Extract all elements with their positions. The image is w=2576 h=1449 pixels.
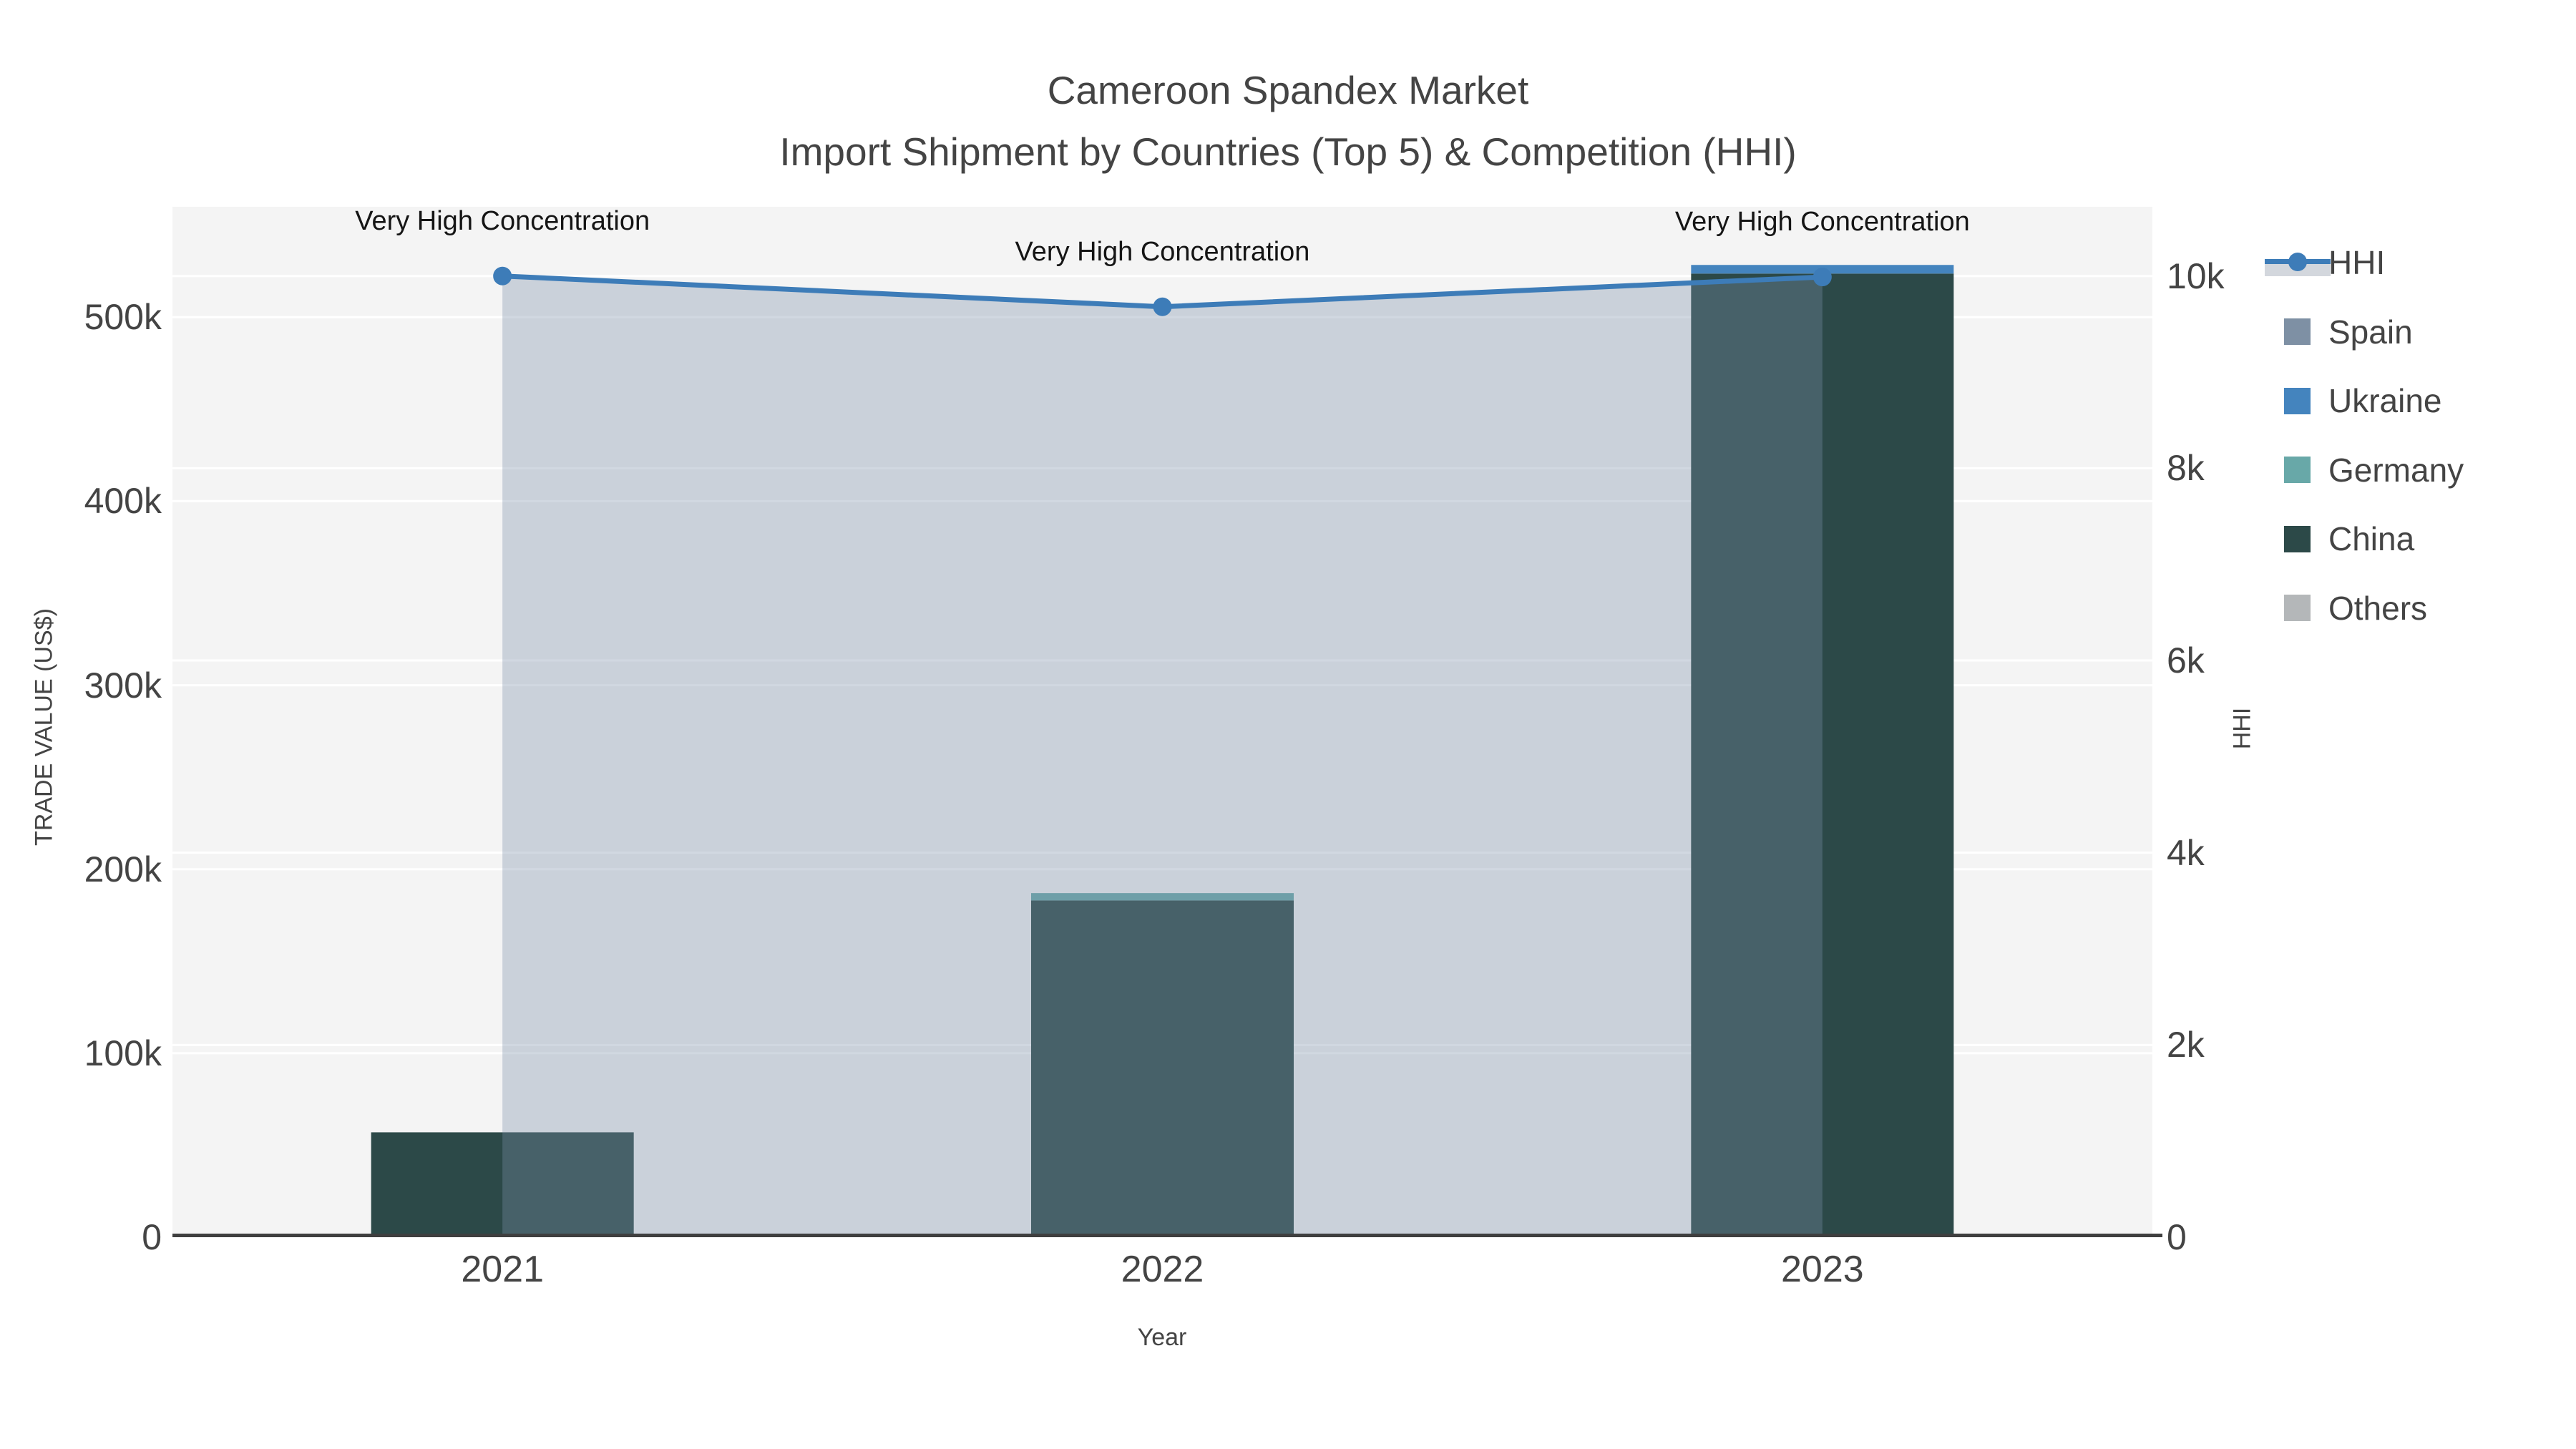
plot-canvas bbox=[172, 265, 2162, 1237]
x-axis-tick-label: 2021 bbox=[461, 1249, 544, 1290]
hhi-marker-icon bbox=[2288, 253, 2307, 271]
legend-item-spain[interactable]: Spain bbox=[2254, 311, 2569, 353]
annotation-very-high-concentration: Very High Concentration bbox=[1015, 236, 1310, 267]
legend-label: Germany bbox=[2328, 451, 2464, 489]
right-axis-tick-label: 2k bbox=[2167, 1025, 2205, 1065]
legend-item-others[interactable]: Others bbox=[2254, 587, 2569, 630]
right-axis-tick-label: 0 bbox=[2167, 1217, 2187, 1257]
chart-title-line1: Cameroon Spandex Market bbox=[1047, 68, 1529, 112]
left-axis-tick-label: 100k bbox=[84, 1033, 162, 1073]
right-axis-tick-label: 10k bbox=[2167, 255, 2225, 296]
left-axis-tick-label: 300k bbox=[84, 665, 162, 706]
bar-segment-germany-2022[interactable] bbox=[1031, 893, 1294, 901]
left-axis-tick-label: 0 bbox=[142, 1217, 162, 1257]
x-axis-tick-label: 2022 bbox=[1121, 1249, 1204, 1290]
legend-item-hhi[interactable]: HHI bbox=[2254, 241, 2569, 284]
legend-label: Ukraine bbox=[2328, 382, 2442, 419]
right-axis-tick-label: 4k bbox=[2167, 832, 2205, 873]
left-axis-tick-label: 500k bbox=[84, 297, 162, 338]
left-axis-title: TRADE VALUE (US$) bbox=[30, 608, 58, 846]
legend-swatch-china bbox=[2284, 525, 2311, 552]
legend-swatch-germany bbox=[2284, 457, 2311, 483]
legend-swatch-ukraine bbox=[2284, 387, 2311, 414]
legend-label: Spain bbox=[2328, 313, 2413, 351]
right-axis-tick-label: 6k bbox=[2167, 640, 2205, 681]
legend-label: China bbox=[2328, 520, 2415, 557]
x-axis-tick-label: 2023 bbox=[1780, 1249, 1864, 1290]
annotation-very-high-concentration: Very High Concentration bbox=[1674, 207, 1970, 238]
legend-item-ukraine[interactable]: Ukraine bbox=[2254, 379, 2569, 422]
right-axis-title: HHI bbox=[2228, 707, 2256, 750]
left-axis-tick-label: 400k bbox=[84, 481, 162, 522]
legend-label: Others bbox=[2328, 589, 2428, 627]
legend-label: HHI bbox=[2328, 244, 2386, 281]
chart-title-line2: Import Shipment by Countries (Top 5) & C… bbox=[779, 130, 1797, 174]
legend-swatch-spain bbox=[2284, 318, 2311, 345]
bar-segment-china-2023[interactable] bbox=[1691, 273, 1954, 1237]
hhi-marker-2021[interactable] bbox=[493, 266, 512, 286]
hhi-marker-2023[interactable] bbox=[1813, 268, 1832, 287]
legend-item-china[interactable]: China bbox=[2254, 517, 2569, 560]
x-axis-title: Year bbox=[1137, 1324, 1187, 1351]
legend-item-germany[interactable]: Germany bbox=[2254, 449, 2569, 492]
bar-segment-china-2022[interactable] bbox=[1031, 900, 1294, 1237]
left-axis-tick-label: 200k bbox=[84, 849, 162, 889]
bar-segment-china-2021[interactable] bbox=[371, 1132, 634, 1237]
right-axis-tick-label: 8k bbox=[2167, 448, 2205, 489]
legend-swatch-others bbox=[2284, 595, 2311, 621]
hhi-marker-2022[interactable] bbox=[1153, 297, 1172, 316]
hhi-line-legend-symbol bbox=[2265, 247, 2331, 278]
annotation-very-high-concentration: Very High Concentration bbox=[355, 205, 650, 236]
hhi-area-fill bbox=[502, 275, 1823, 1237]
